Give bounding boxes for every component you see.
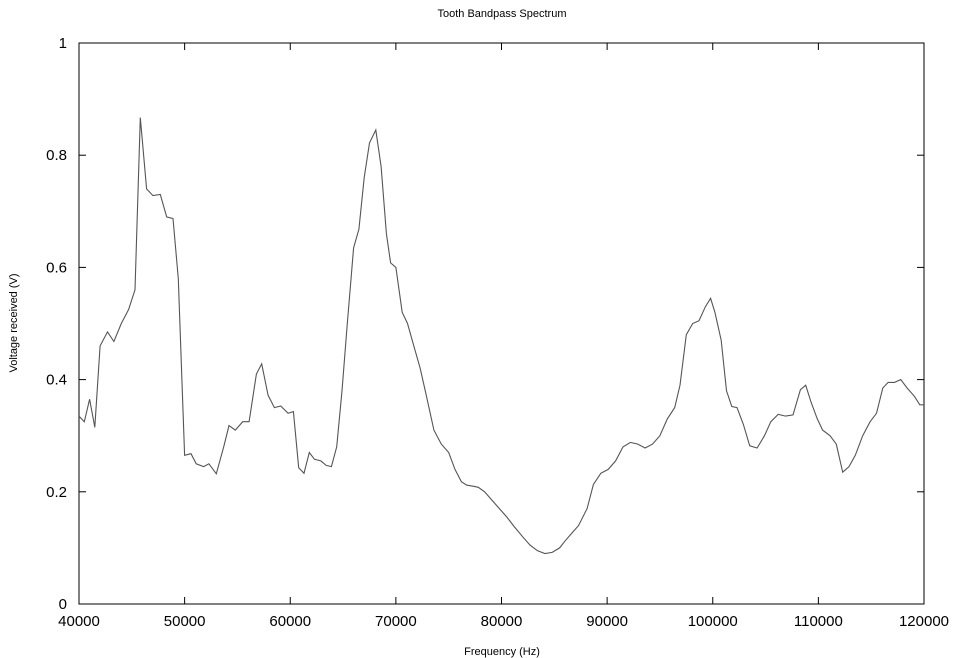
plot-frame	[78, 42, 925, 605]
x-tick-label: 40000	[58, 613, 100, 630]
y-tick-label: 0.6	[46, 259, 67, 276]
chart-title: Tooth Bandpass Spectrum	[437, 8, 566, 20]
y-tick-label: 0.8	[46, 147, 67, 164]
y-tick-label: 0.2	[46, 484, 67, 501]
x-tick-label: 110000	[794, 613, 843, 630]
x-tick-label: 80000	[481, 613, 523, 630]
x-tick-label: 70000	[375, 613, 417, 630]
series-layer	[78, 117, 924, 555]
x-tick-label: 50000	[164, 613, 206, 630]
spectrum-line	[78, 117, 924, 555]
x-tick-label: 60000	[269, 613, 311, 630]
y-tick-label: 0.4	[46, 372, 67, 389]
y-axis-ticks: 0 0.2 0.4 0.6 0.8 1	[46, 35, 924, 613]
x-tick-label: 90000	[586, 613, 628, 630]
x-tick-label: 120000	[899, 613, 949, 630]
x-axis-ticks: 40000 50000 60000 70000 80000 90000 100000 1100…	[58, 43, 949, 630]
x-axis-label: Frequency (Hz)	[464, 646, 540, 658]
y-tick-label: 1	[59, 35, 67, 52]
y-axis-label: Voltage received (V)	[8, 273, 20, 372]
y-tick-label: 0	[59, 596, 67, 613]
x-tick-label: 100000	[688, 613, 738, 630]
